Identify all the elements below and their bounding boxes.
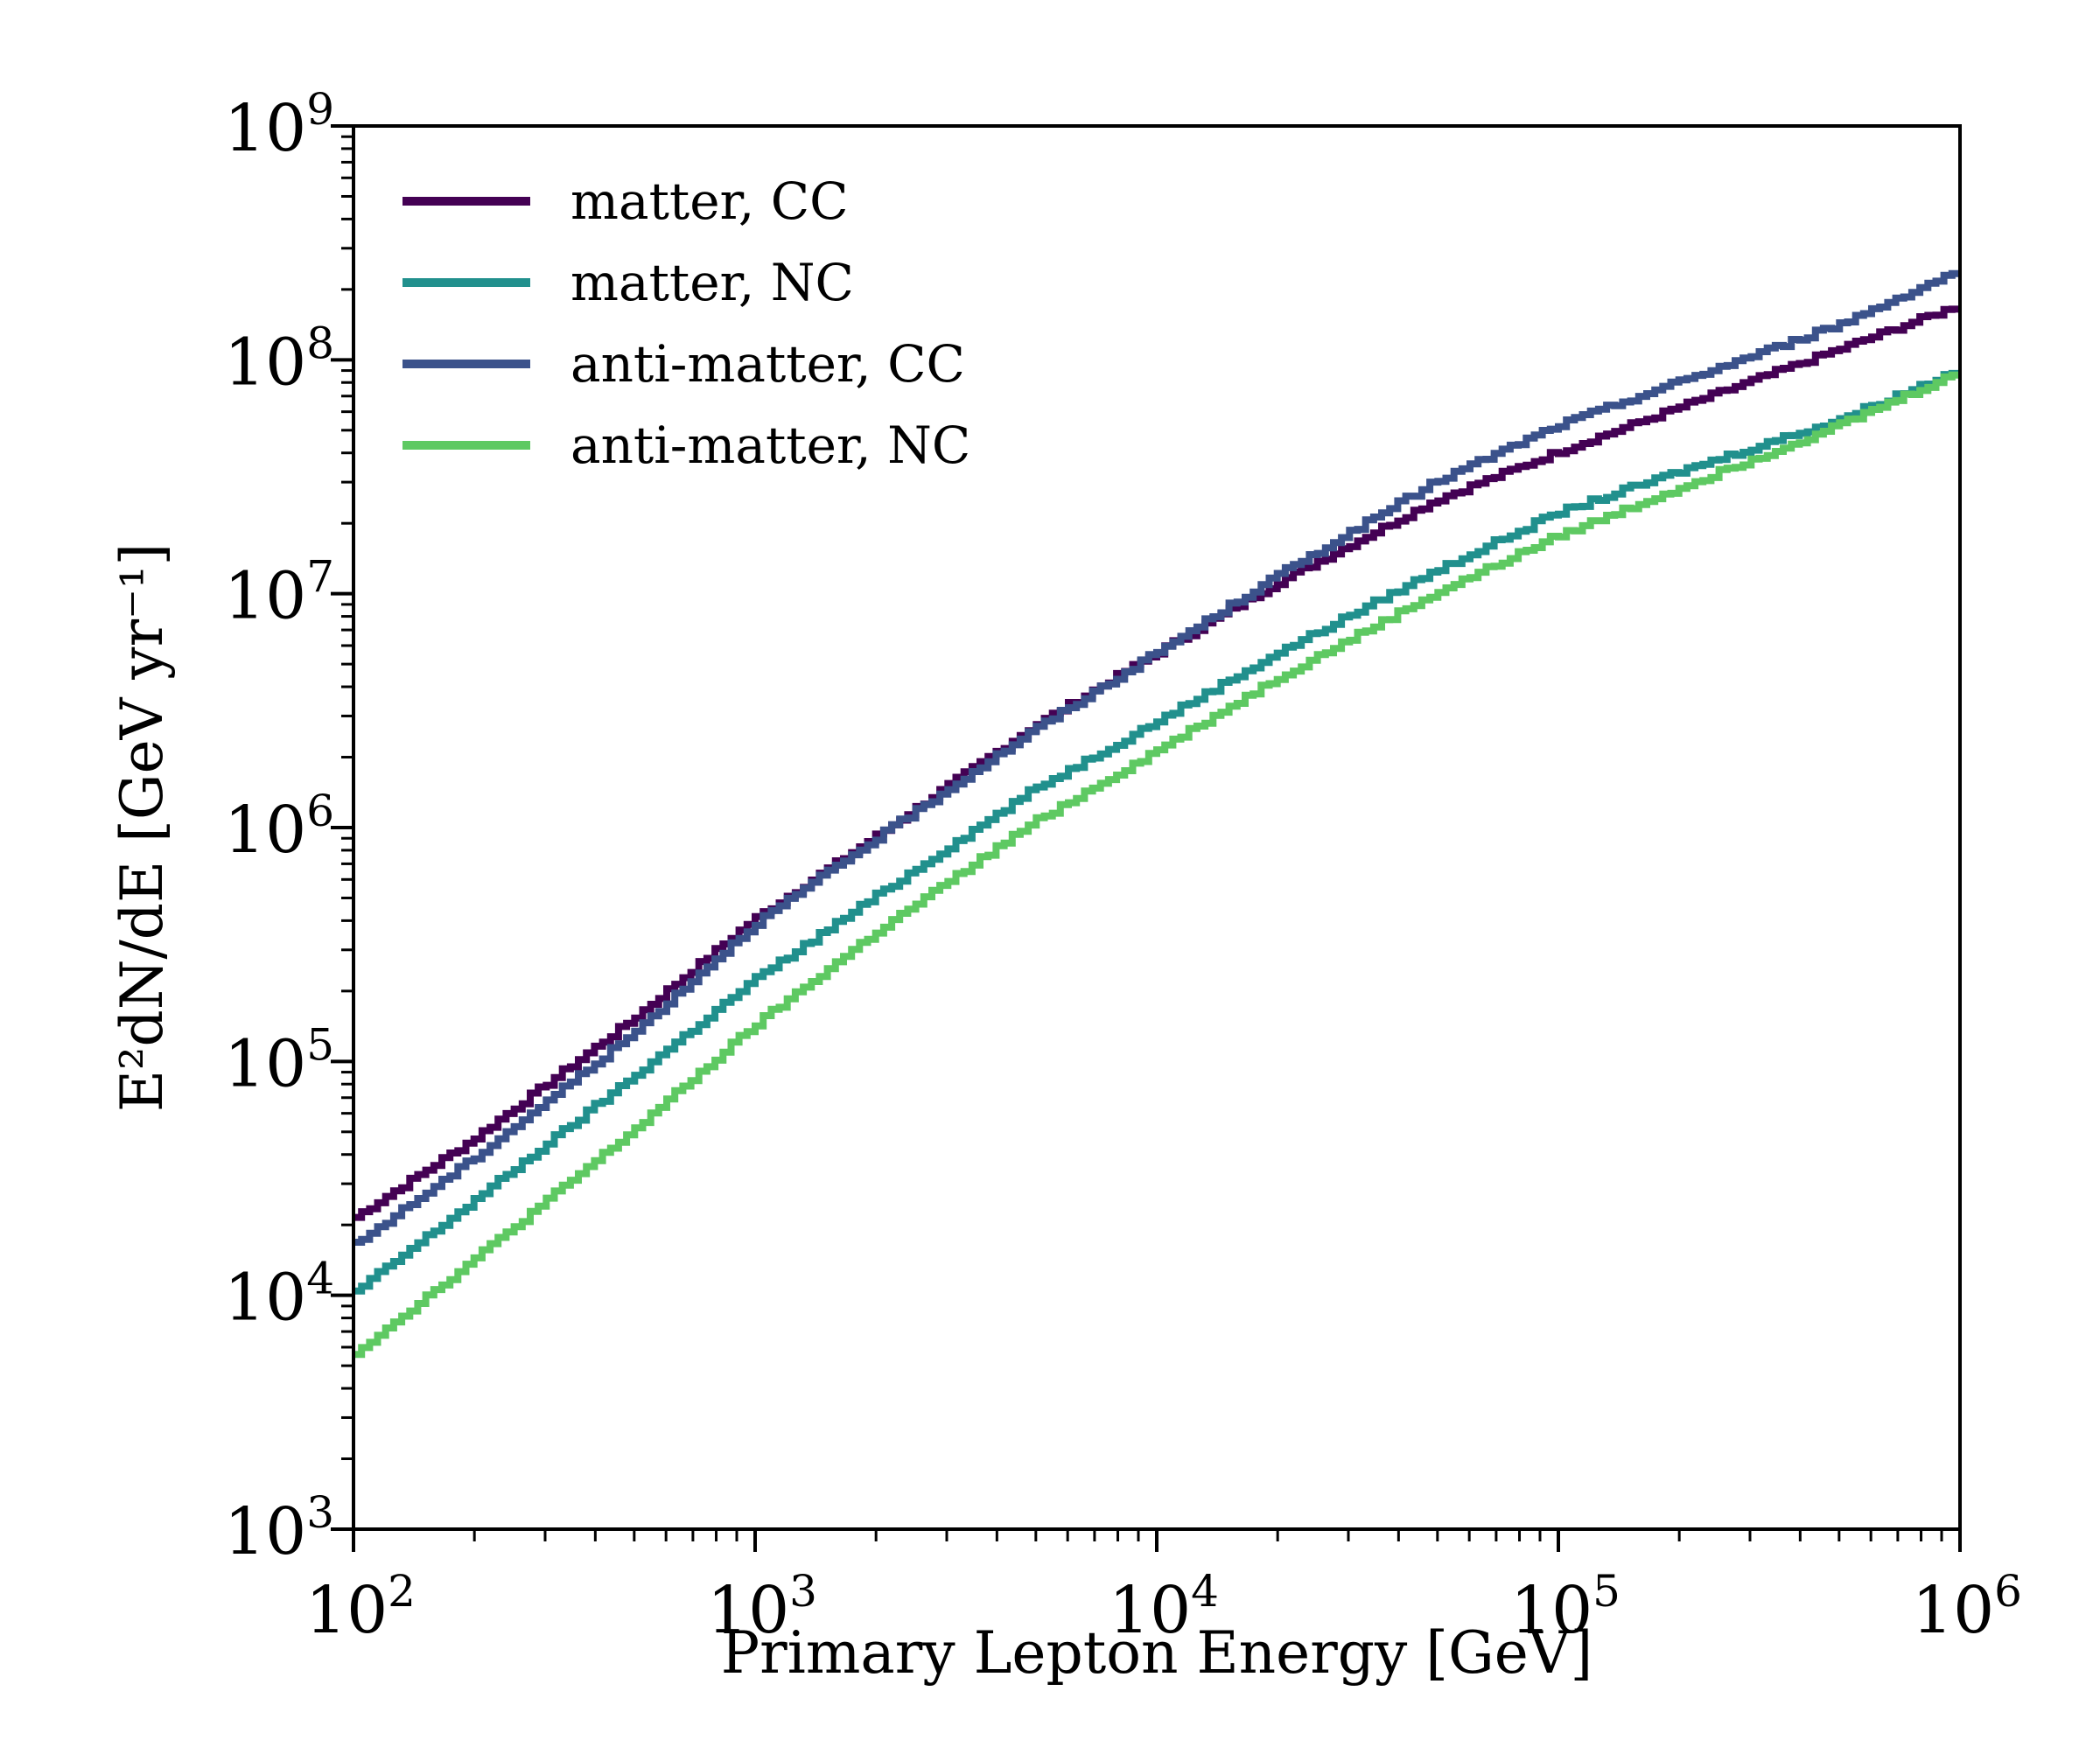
x-tick-label: 105 bbox=[1510, 1566, 1620, 1648]
x-axis-label: Primary Lepton Energy [GeV] bbox=[721, 1619, 1592, 1687]
legend: matter, CC matter, NC anti-matter, CC anti-… bbox=[402, 171, 970, 475]
legend-label: anti-matter, CC bbox=[570, 334, 965, 394]
y-tick-label: 109 bbox=[224, 84, 334, 166]
y-tick-labels: 103 104 105 106 107 108 109 bbox=[224, 84, 334, 1569]
y-axis-label: E²dN/dE [GeV yr⁻¹] bbox=[108, 543, 176, 1112]
ticks-layer bbox=[331, 124, 1962, 1552]
legend-label: matter, NC bbox=[570, 253, 854, 312]
plot-area-frame bbox=[352, 124, 1962, 1531]
series-layer bbox=[354, 269, 1960, 1359]
x-tick-label: 106 bbox=[1912, 1566, 2022, 1648]
x-tick-label: 104 bbox=[1109, 1566, 1219, 1648]
y-tick-label: 103 bbox=[224, 1487, 334, 1569]
y-tick-label: 106 bbox=[224, 786, 334, 868]
x-tick-labels: 102 103 104 105 106 bbox=[305, 1566, 2022, 1648]
y-tick-label: 104 bbox=[224, 1254, 334, 1336]
legend-label: anti-matter, NC bbox=[570, 416, 970, 475]
x-tick-label: 102 bbox=[305, 1566, 416, 1648]
y-tick-label: 105 bbox=[224, 1019, 334, 1101]
x-tick-label: 103 bbox=[707, 1566, 817, 1648]
series-line bbox=[354, 269, 1960, 1246]
legend-label: matter, CC bbox=[570, 171, 849, 231]
y-tick-label: 107 bbox=[224, 552, 334, 634]
y-tick-label: 108 bbox=[224, 318, 334, 400]
series-line bbox=[354, 371, 1960, 1359]
series-line bbox=[354, 369, 1960, 1295]
